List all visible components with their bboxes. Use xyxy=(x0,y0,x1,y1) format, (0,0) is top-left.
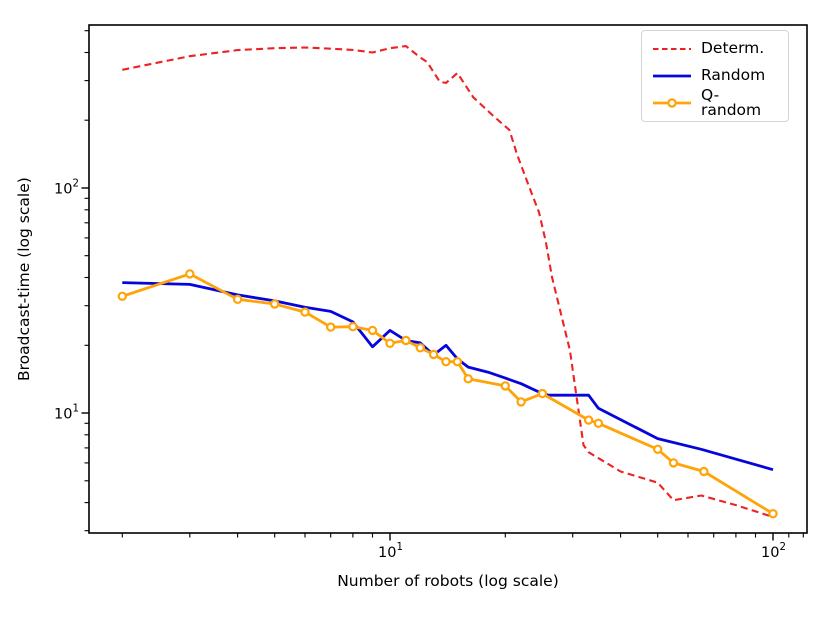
series-marker-q-random xyxy=(452,357,463,367)
series-line-q-random xyxy=(121,272,774,515)
series-marker-q-random xyxy=(516,397,526,407)
x-tick-label: 101 xyxy=(378,542,403,561)
legend: Determ. Random Q-random xyxy=(641,30,789,122)
series-marker-q-random xyxy=(185,269,195,279)
legend-label-determ: Determ. xyxy=(701,39,765,58)
series-marker-q-random xyxy=(270,299,280,309)
series-marker-q-random xyxy=(428,349,439,360)
x-axis-label: Number of robots (log scale) xyxy=(337,572,559,590)
legend-line-sample-random-icon xyxy=(653,74,691,78)
y-tick-label: 102 xyxy=(54,179,79,198)
y-tick-label: 101 xyxy=(54,404,79,423)
legend-swatch-marker xyxy=(667,98,677,108)
series-marker-q-random xyxy=(768,509,778,519)
series-marker-q-random xyxy=(441,357,451,367)
y-axis-label: Broadcast-time (log scale) xyxy=(15,177,33,381)
legend-line-sample-q-random-icon xyxy=(653,98,691,108)
series-marker-q-random xyxy=(583,415,594,425)
series-line-random xyxy=(122,281,774,472)
series-marker-q-random xyxy=(326,322,336,332)
series-marker-q-random xyxy=(500,381,510,391)
legend-entry-random: Random xyxy=(652,65,779,87)
legend-entry-q-random: Q-random xyxy=(652,87,779,118)
legend-entry-determ: Determ. xyxy=(652,38,779,60)
series-marker-q-random xyxy=(348,322,358,332)
series-marker-q-random xyxy=(367,325,378,336)
x-tick-label: 102 xyxy=(761,542,786,561)
series-marker-q-random xyxy=(463,374,473,384)
legend-line-sample-determ-icon xyxy=(653,47,691,51)
series-marker-q-random xyxy=(537,388,548,399)
legend-label-q-random: Q-random xyxy=(701,85,762,119)
series-marker-q-random xyxy=(415,343,425,353)
series-marker-q-random xyxy=(653,444,663,454)
legend-label-random: Random xyxy=(701,66,766,85)
series-marker-q-random xyxy=(593,418,604,428)
series-marker-q-random xyxy=(117,291,128,301)
series-marker-q-random xyxy=(385,338,395,348)
series-marker-q-random xyxy=(401,335,411,346)
series-marker-q-random xyxy=(699,466,709,477)
series-marker-q-random xyxy=(668,458,679,468)
series-line-determ- xyxy=(122,45,774,518)
plot-frame xyxy=(88,24,808,534)
series-marker-q-random xyxy=(232,294,243,304)
series-marker-q-random xyxy=(300,307,310,317)
